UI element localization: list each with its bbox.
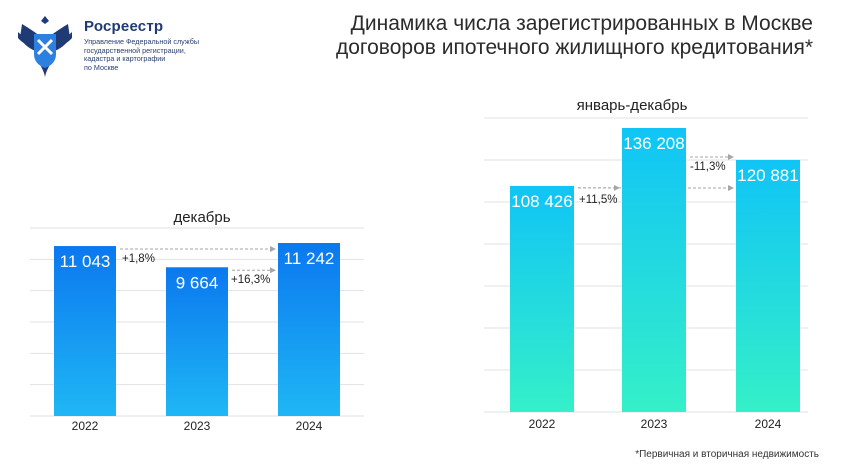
category-label-2023: 2023 — [184, 419, 211, 433]
change-label: -11,3% — [690, 161, 726, 173]
bar-2022 — [54, 246, 116, 416]
change-label: +11,5% — [579, 194, 617, 206]
category-label-2022: 2022 — [529, 417, 556, 431]
page-title: Динамика числа зарегистрированных в Моск… — [335, 12, 813, 59]
chart-title: декабрь — [173, 209, 230, 226]
header: Росреестр Управление Федеральной службы … — [0, 0, 843, 90]
change-label: +1,8% — [122, 253, 155, 265]
bar-2024 — [278, 243, 340, 416]
value-label-2022: 11 043 — [60, 252, 111, 271]
category-label-2024: 2024 — [755, 417, 782, 431]
organization-name: Росреестр — [84, 18, 164, 35]
bar-2023 — [166, 267, 228, 416]
bar-2022 — [510, 185, 574, 412]
value-label-2023: 136 208 — [623, 134, 684, 153]
organization-block: Росреестр Управление Федеральной службы … — [84, 18, 244, 72]
value-label-2024: 120 881 — [737, 166, 798, 185]
footnote: *Первичная и вторичная недвижимость — [635, 449, 819, 460]
value-label-2022: 108 426 — [511, 192, 572, 211]
category-label-2024: 2024 — [296, 419, 323, 433]
value-label-2024: 11 242 — [284, 249, 335, 268]
bar-2024 — [736, 159, 800, 412]
chart-title: январь-декабрь — [577, 97, 688, 114]
change-label: +16,3% — [231, 274, 270, 286]
bar-2023 — [622, 128, 686, 412]
category-label-2022: 2022 — [72, 419, 99, 433]
eagle-emblem-icon — [18, 16, 72, 78]
organization-subtitle: Управление Федеральной службы государств… — [84, 37, 199, 72]
value-label-2023: 9 664 — [176, 273, 219, 292]
category-label-2023: 2023 — [641, 417, 668, 431]
